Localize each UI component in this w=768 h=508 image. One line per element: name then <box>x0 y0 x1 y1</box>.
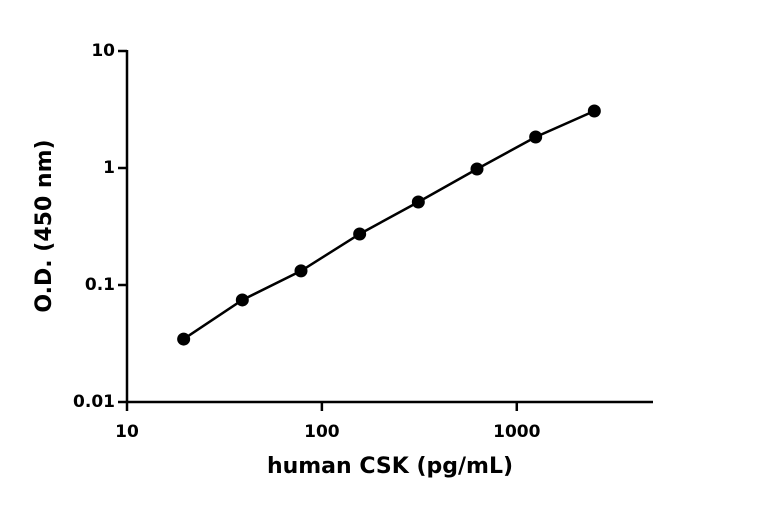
curve <box>182 109 595 341</box>
y-tick-label: 0.1 <box>85 275 115 295</box>
data-point <box>470 162 484 176</box>
y-tick-label: 10 <box>91 41 115 61</box>
data-point <box>587 104 601 118</box>
data-point <box>294 264 308 278</box>
x-tick-label: 1000 <box>493 422 540 442</box>
y-axis-title: O.D. (450 nm) <box>32 139 57 312</box>
data-point <box>529 130 543 144</box>
data-point <box>411 195 425 209</box>
x-axis-title: human CSK (pg/mL) <box>267 454 513 479</box>
y-tick-label: 1 <box>103 158 115 178</box>
y-tick-label: 0.01 <box>73 392 115 412</box>
x-tick-label: 100 <box>304 422 340 442</box>
data-point <box>177 332 191 346</box>
x-tick-label: 10 <box>115 422 139 442</box>
data-point <box>353 227 367 241</box>
data-point <box>235 293 249 307</box>
